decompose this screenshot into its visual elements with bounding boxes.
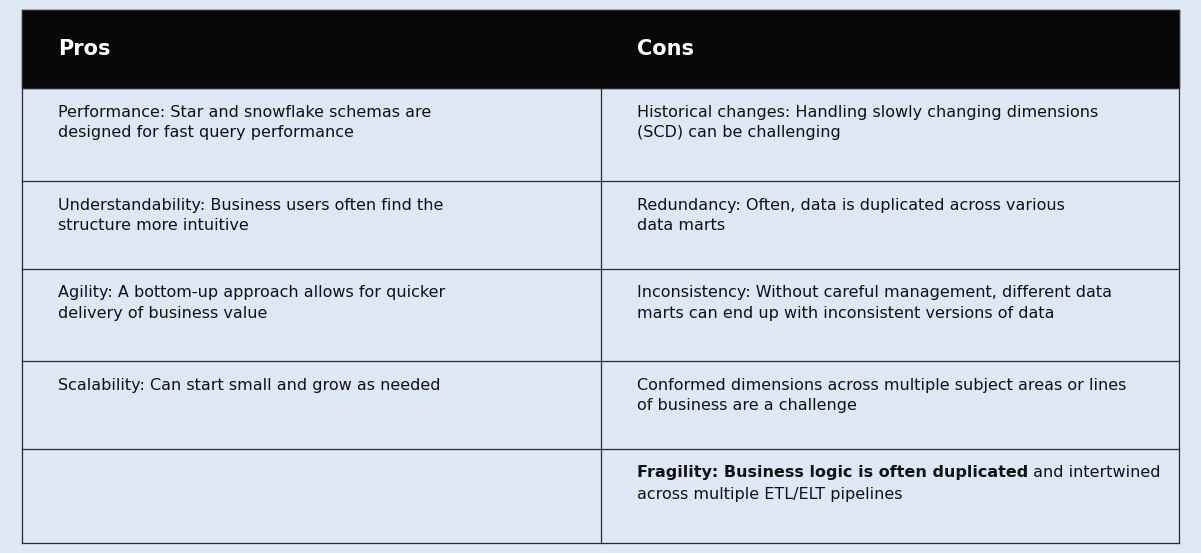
Text: Historical changes: Handling slowly changing dimensions
(SCD) can be challenging: Historical changes: Handling slowly chan… [637, 105, 1098, 140]
Text: Inconsistency: Without careful management, different data
marts can end up with : Inconsistency: Without careful managemen… [637, 285, 1112, 321]
Text: Conformed dimensions across multiple subject areas or lines
of business are a ch: Conformed dimensions across multiple sub… [637, 378, 1125, 413]
Text: Cons: Cons [637, 39, 693, 59]
Text: Agility: A bottom-up approach allows for quicker
delivery of business value: Agility: A bottom-up approach allows for… [58, 285, 444, 321]
Text: and intertwined: and intertwined [1028, 465, 1160, 481]
Text: Performance: Star and snowflake schemas are
designed for fast query performance: Performance: Star and snowflake schemas … [58, 105, 431, 140]
Bar [22, 88, 1179, 543]
Bar [22, 10, 1179, 88]
Text: Pros: Pros [58, 39, 110, 59]
Text: Scalability: Can start small and grow as needed: Scalability: Can start small and grow as… [58, 378, 440, 393]
Text: Redundancy: Often, data is duplicated across various
data marts: Redundancy: Often, data is duplicated ac… [637, 198, 1064, 233]
Text: across multiple ETL/ELT pipelines: across multiple ETL/ELT pipelines [637, 487, 902, 502]
Text: Fragility: Business logic is often duplicated: Fragility: Business logic is often dupli… [637, 465, 1028, 481]
Text: Understandability: Business users often find the
structure more intuitive: Understandability: Business users often … [58, 198, 443, 233]
